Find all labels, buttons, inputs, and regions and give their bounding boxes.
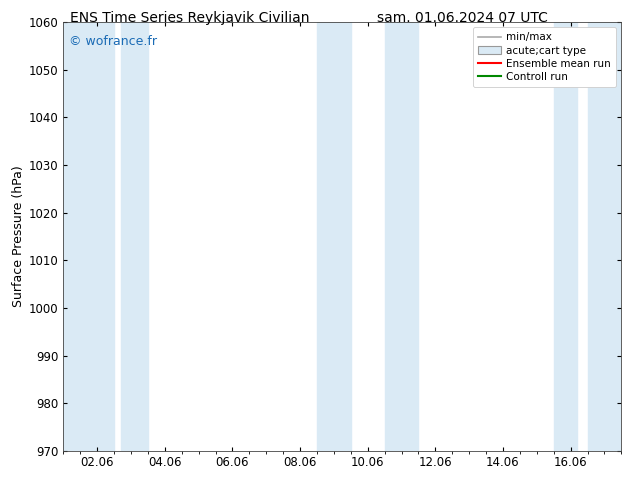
Legend: min/max, acute;cart type, Ensemble mean run, Controll run: min/max, acute;cart type, Ensemble mean … — [473, 27, 616, 87]
Text: © wofrance.fr: © wofrance.fr — [69, 35, 157, 48]
Bar — [121, 22, 148, 451]
Y-axis label: Surface Pressure (hPa): Surface Pressure (hPa) — [11, 166, 25, 307]
Bar — [588, 22, 621, 451]
Bar — [317, 22, 351, 451]
Text: sam. 01.06.2024 07 UTC: sam. 01.06.2024 07 UTC — [377, 11, 548, 25]
Text: ENS Time Series Reykjavik Civilian: ENS Time Series Reykjavik Civilian — [70, 11, 310, 25]
Bar — [385, 22, 418, 451]
Bar — [553, 22, 578, 451]
Bar — [63, 22, 114, 451]
